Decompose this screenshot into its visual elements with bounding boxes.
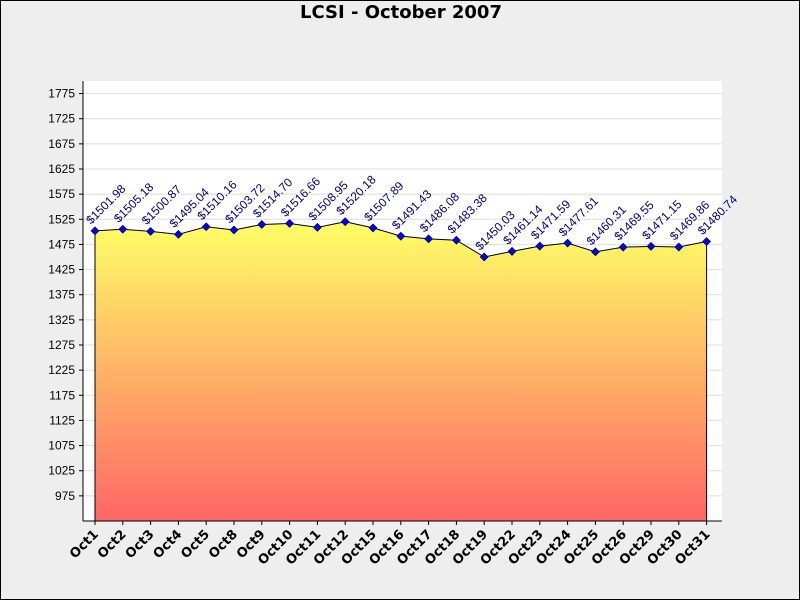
data-point[interactable] <box>451 235 461 245</box>
x-tick-label: Oct2 <box>95 527 130 562</box>
data-point[interactable] <box>257 220 267 229</box>
area-fill <box>95 221 707 522</box>
y-tick-label: 1775 <box>48 87 75 101</box>
chart-title: LCSI - October 2007 <box>300 2 502 23</box>
data-point[interactable] <box>535 241 545 251</box>
data-point[interactable] <box>201 222 211 232</box>
y-tick-label: 1625 <box>48 162 75 176</box>
y-tick-label: 1025 <box>48 464 75 478</box>
y-tick-label: 1225 <box>48 363 75 377</box>
axes <box>82 81 722 522</box>
data-point[interactable] <box>229 225 239 235</box>
data-point[interactable] <box>424 234 434 244</box>
data-point[interactable] <box>146 226 156 236</box>
y-tick-label: 1675 <box>48 137 75 151</box>
x-tick-label: Oct5 <box>178 527 213 562</box>
y-tick-label: 1075 <box>48 439 75 453</box>
y-tick-label: 975 <box>55 489 75 503</box>
x-tick-label: Oct4 <box>151 527 186 562</box>
data-point[interactable] <box>368 223 378 233</box>
data-point[interactable] <box>507 246 517 256</box>
data-point[interactable] <box>563 238 573 248</box>
y-tick-label: 1375 <box>48 288 75 302</box>
x-tick-label: Oct1 <box>67 527 102 562</box>
data-point[interactable] <box>590 247 600 257</box>
data-point[interactable] <box>173 229 183 239</box>
y-tick-label: 1425 <box>48 263 75 277</box>
x-tick-label: Oct3 <box>123 527 158 562</box>
data-point[interactable] <box>285 219 295 228</box>
y-tick-label: 1275 <box>48 338 75 352</box>
data-point[interactable] <box>312 222 322 232</box>
area-series <box>94 221 708 522</box>
data-point[interactable] <box>118 224 128 234</box>
y-tick-label: 1125 <box>49 413 75 427</box>
data-markers <box>90 217 712 262</box>
x-tick-label: Oct8 <box>206 527 241 562</box>
data-point[interactable] <box>674 242 684 252</box>
data-point[interactable] <box>618 242 628 252</box>
y-axis-ticks: 975 1025 1075 1125 1175 1225 1275 1325 1375 1425 1… <box>48 87 83 503</box>
x-axis-ticks: Oct1Oct2Oct3Oct4Oct5Oct8Oct9Oct10Oct11Oc… <box>67 521 713 568</box>
y-tick-label: 1325 <box>48 313 75 327</box>
data-point[interactable] <box>702 237 712 246</box>
data-point[interactable] <box>90 226 100 236</box>
data-point[interactable] <box>479 252 489 262</box>
y-tick-label: 1475 <box>48 237 75 251</box>
data-point[interactable] <box>340 217 350 227</box>
y-tick-label: 1525 <box>48 212 75 226</box>
data-point[interactable] <box>396 231 406 241</box>
y-tick-label: 1725 <box>48 112 75 126</box>
y-tick-label: 1175 <box>49 388 75 402</box>
y-tick-label: 1575 <box>48 187 75 201</box>
data-point[interactable] <box>646 241 656 251</box>
